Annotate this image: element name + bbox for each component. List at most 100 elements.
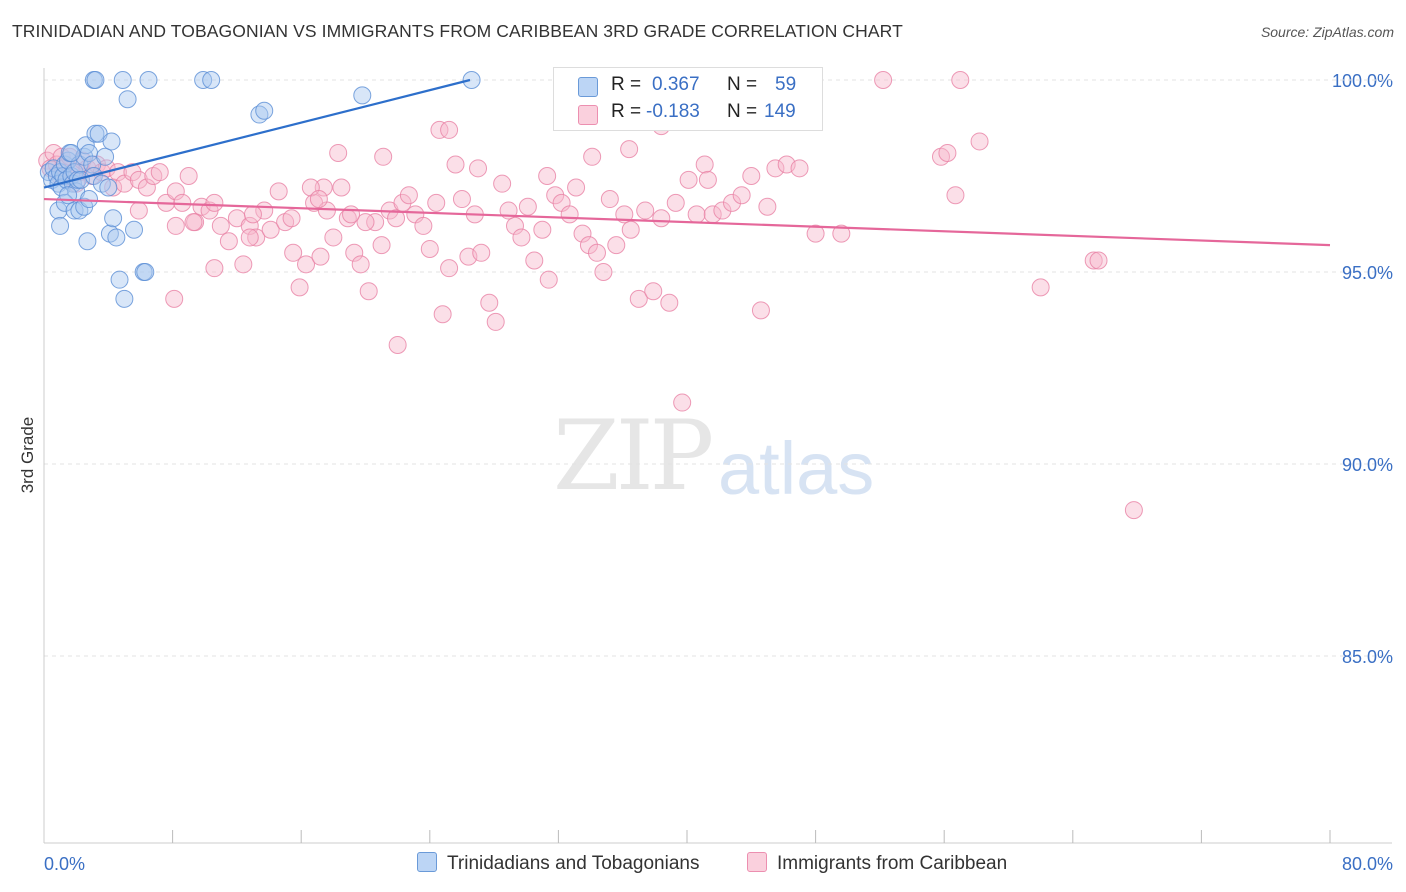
pink-point [309,190,328,209]
legend-n-value: 149 [764,101,796,122]
pink-point [620,140,639,159]
pink-point [211,216,230,235]
pink-point [573,224,592,243]
watermark-atlas: atlas [718,427,875,510]
legend-r-value: -0.183 [646,101,700,122]
blue-point [202,71,221,89]
legend-swatch-pink [578,105,598,125]
pink-point [732,186,751,205]
pink-point [205,193,224,212]
pink-point [282,209,301,228]
blue-point [136,263,155,281]
pink-point [806,224,825,243]
blue-point [96,147,115,166]
pink-point [687,205,706,224]
pink-point [546,186,565,205]
pink-point [324,228,343,247]
y-tick-label: 95.0% [1342,263,1393,283]
pink-point [440,120,459,139]
pink-point [345,243,364,262]
pink-point [621,220,640,239]
pink-point [970,132,989,151]
legend-row-series1: R = 0.367 N = 59 [554,73,822,101]
y-tick-label: 100.0% [1332,71,1393,91]
pink-point [137,178,156,197]
pink-point [607,236,626,255]
pink-point [742,167,761,185]
blue-point [110,270,129,289]
pink-point [243,205,262,224]
pink-point [874,71,893,89]
blue-point [113,71,132,89]
pink-point [469,159,488,178]
blue-point [107,228,126,247]
pink-point [184,213,203,232]
pink-point [1031,278,1050,297]
pink-point [695,155,714,174]
pink-point [938,143,957,162]
pink-point [518,197,537,216]
pink-point [679,170,698,189]
source-label: Source: ZipAtlas.com [1260,24,1394,40]
legend-n-label: N = [727,74,758,95]
y-tick-label: 85.0% [1342,647,1393,667]
legend-r-label: R = [611,101,642,122]
pink-point [234,255,253,274]
pink-point [713,201,732,220]
blue-point [118,90,137,109]
pink-point [583,147,602,166]
blue-point [62,143,81,162]
pink-point [399,186,418,205]
pink-point [1089,251,1108,270]
x-tick-label: 80.0% [1342,854,1393,874]
pink-point [420,239,439,258]
legend-row-series2: R = -0.183 N = 149 [554,101,822,129]
pink-point [427,193,446,212]
pink-point [329,143,348,162]
pink-point [452,190,471,209]
blue-point [125,220,144,239]
blue-point [80,190,99,209]
pink-point [388,335,407,354]
pink-point [832,224,851,243]
pink-point [219,232,238,251]
pink-point [284,243,303,262]
blue-point [78,232,97,251]
stats-legend: R = 0.367 N = 59 R = -0.183 N = 149 [553,67,823,131]
pink-point [946,186,965,205]
pink-point [166,216,185,235]
pink-point [758,197,777,216]
pink-point [123,163,142,182]
pink-point [533,220,552,239]
pink-point [594,263,613,281]
legend-r-label: R = [611,74,642,95]
pink-point [644,282,663,301]
pink-point [311,247,330,266]
pink-point [387,209,406,228]
pink-point [652,209,671,228]
pink-point [673,393,692,412]
pink-point [240,228,259,247]
bottom-legend-swatch-blue [417,852,437,872]
pink-point [297,255,316,274]
pink-point [129,201,148,220]
pink-point [351,255,370,274]
pink-point [205,259,224,278]
pink-point [261,220,280,239]
pink-point [587,243,606,262]
pink-point [629,289,648,308]
watermark-zip: ZIP [553,400,714,512]
pink-point [269,182,288,201]
pink-point [433,305,452,324]
bottom-legend-label-series2: Immigrants from Caribbean [777,853,1008,874]
pink-point [342,205,361,224]
blue-point [65,201,84,220]
pink-point [766,159,785,178]
pink-point [1084,251,1103,270]
pink-point [179,167,198,185]
pink-point [372,236,391,255]
blue-point [255,101,274,120]
legend-r-value: 0.367 [652,74,700,95]
blue-point [86,71,105,89]
pink-point [1124,501,1143,520]
